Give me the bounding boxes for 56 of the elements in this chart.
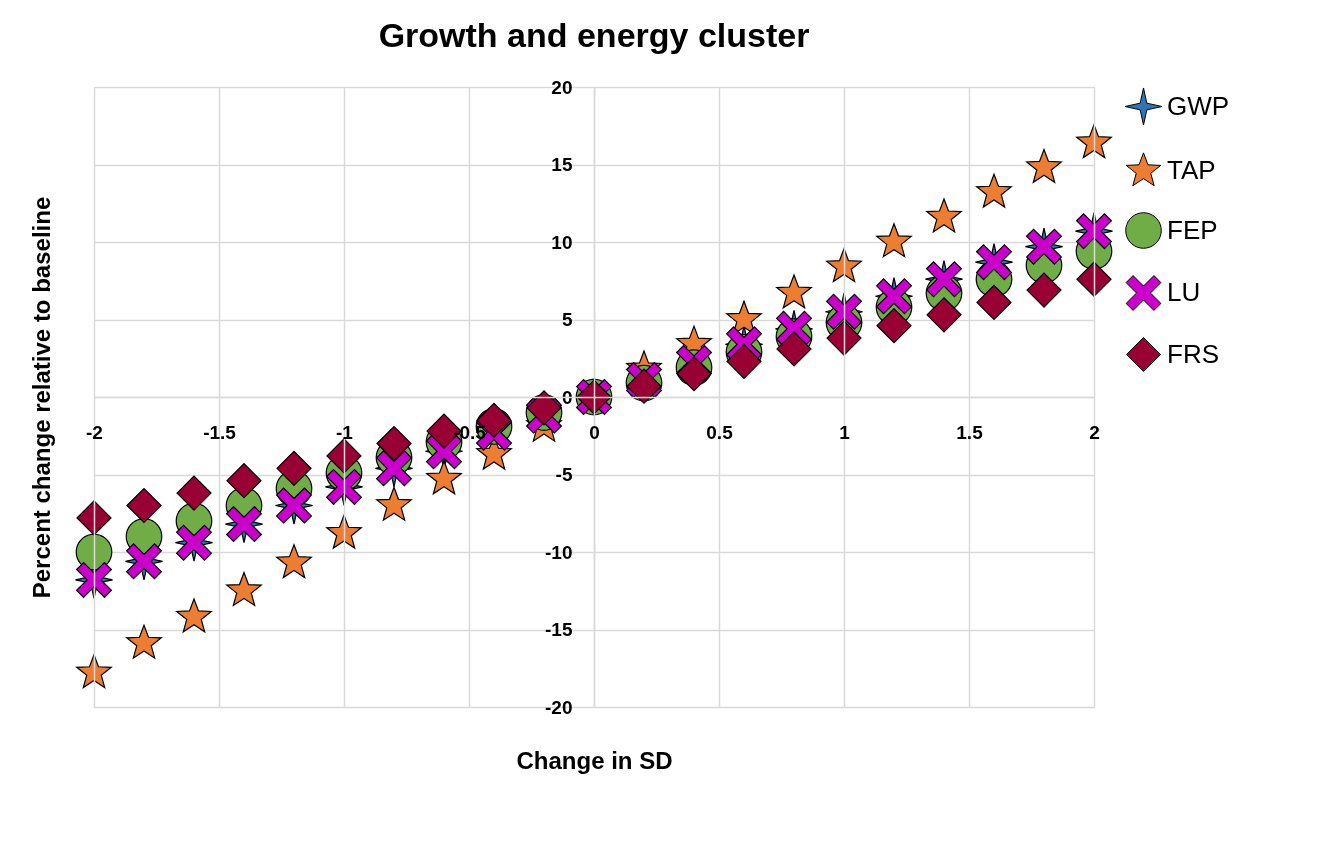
legend-label: FEP <box>1167 214 1218 245</box>
point <box>326 438 362 474</box>
x-tick-label: 2 <box>1089 421 1100 443</box>
y-tick-label: -10 <box>545 541 573 563</box>
point <box>726 343 762 379</box>
point <box>226 463 262 499</box>
point <box>826 248 862 283</box>
point <box>376 425 412 462</box>
legend-label: LU <box>1167 277 1201 307</box>
chart-title: Growth and energy cluster <box>378 16 810 54</box>
point <box>826 320 862 356</box>
point <box>75 533 113 571</box>
y-axis-title: Percent change relative to baseline <box>27 196 55 599</box>
x-tick-label: 0.5 <box>706 421 734 443</box>
point <box>926 297 962 333</box>
point <box>376 486 412 521</box>
x-tick-label: 1.5 <box>956 421 984 443</box>
point <box>126 624 162 659</box>
y-tick-label: 5 <box>561 309 573 330</box>
point <box>276 450 312 486</box>
point <box>76 500 112 536</box>
point <box>926 198 962 233</box>
point <box>126 487 162 524</box>
y-tick-label: -15 <box>545 619 573 640</box>
point <box>226 571 262 607</box>
point <box>326 514 362 549</box>
y-tick-label: 20 <box>551 76 573 98</box>
legend-label: FRS <box>1167 338 1219 369</box>
x-tick-label: 0 <box>589 421 600 443</box>
point <box>1076 261 1112 297</box>
x-tick-label: 1 <box>839 421 851 443</box>
legend-label: TAP <box>1167 155 1216 185</box>
x-tick-label: -1.5 <box>203 421 237 443</box>
point <box>176 598 212 633</box>
point <box>1026 272 1062 308</box>
point <box>976 173 1012 208</box>
y-tick-label: 15 <box>551 154 573 175</box>
y-tick-label: -20 <box>545 696 573 718</box>
y-tick-label: 10 <box>551 231 573 253</box>
y-tick-label: -5 <box>555 464 573 485</box>
x-axis-title: Change in SD <box>516 746 673 774</box>
point <box>1026 148 1062 183</box>
legend-label: GWP <box>1167 90 1230 121</box>
point <box>776 274 812 309</box>
point <box>76 654 112 689</box>
point <box>676 356 712 392</box>
point <box>976 284 1012 321</box>
point <box>276 544 312 579</box>
point <box>176 475 212 511</box>
point <box>1076 124 1112 159</box>
x-tick-label: -2 <box>86 421 103 443</box>
point <box>876 308 912 344</box>
point <box>426 460 462 495</box>
x-tick-label: -1 <box>336 421 354 443</box>
point <box>876 223 912 258</box>
point <box>776 331 812 367</box>
